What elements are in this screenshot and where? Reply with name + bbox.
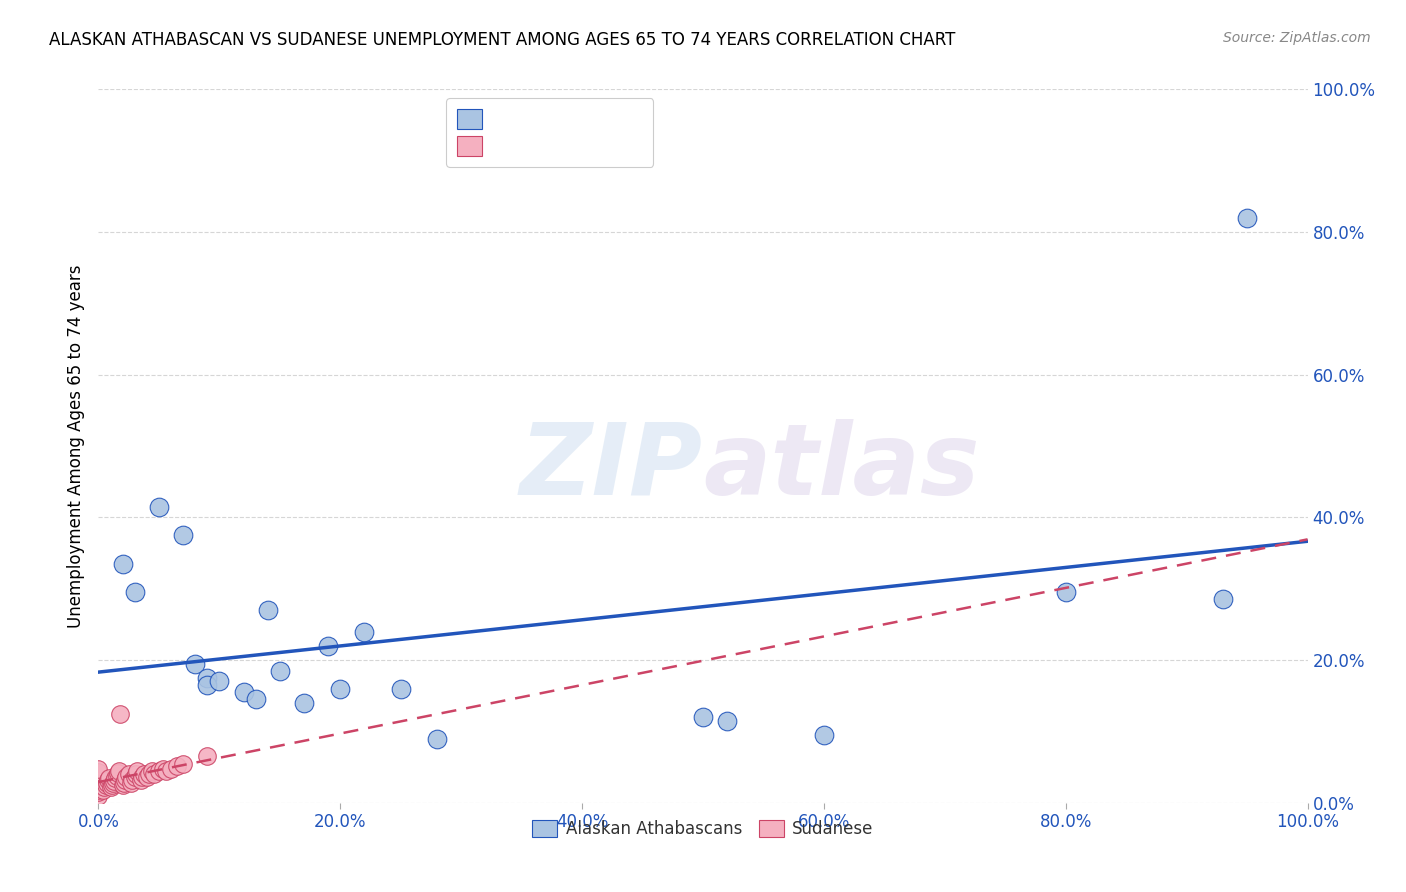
Point bbox=[716, 714, 738, 728]
Text: N =: N = bbox=[579, 125, 637, 143]
Point bbox=[114, 772, 136, 787]
Point bbox=[87, 783, 110, 797]
Text: Source: ZipAtlas.com: Source: ZipAtlas.com bbox=[1223, 31, 1371, 45]
Point bbox=[426, 731, 449, 746]
Point bbox=[292, 696, 315, 710]
Point bbox=[141, 764, 163, 778]
Point bbox=[108, 706, 131, 721]
Point bbox=[1236, 211, 1258, 225]
Point bbox=[98, 771, 121, 785]
Point bbox=[87, 771, 110, 785]
Text: 24: 24 bbox=[621, 125, 647, 143]
Text: 51: 51 bbox=[624, 153, 650, 171]
Point bbox=[103, 774, 125, 789]
Point bbox=[692, 710, 714, 724]
Text: N =: N = bbox=[579, 153, 637, 171]
Point bbox=[195, 749, 218, 764]
Point bbox=[245, 692, 267, 706]
Point bbox=[256, 603, 278, 617]
Point bbox=[269, 664, 291, 678]
Text: 0.635: 0.635 bbox=[530, 125, 586, 143]
Point bbox=[104, 771, 127, 785]
Point bbox=[87, 780, 110, 794]
Text: ALASKAN ATHABASCAN VS SUDANESE UNEMPLOYMENT AMONG AGES 65 TO 74 YEARS CORRELATIO: ALASKAN ATHABASCAN VS SUDANESE UNEMPLOYM… bbox=[49, 31, 956, 49]
Point bbox=[93, 780, 115, 794]
Text: R =: R = bbox=[495, 153, 534, 171]
Point bbox=[208, 674, 231, 689]
Point bbox=[138, 767, 160, 781]
Point bbox=[124, 770, 146, 784]
Point bbox=[111, 778, 134, 792]
Point bbox=[100, 778, 122, 792]
Point bbox=[135, 770, 157, 784]
Y-axis label: Unemployment Among Ages 65 to 74 years: Unemployment Among Ages 65 to 74 years bbox=[66, 264, 84, 628]
Point bbox=[87, 789, 110, 803]
Point bbox=[107, 765, 129, 780]
Point bbox=[172, 528, 194, 542]
Point bbox=[148, 764, 170, 778]
Point bbox=[124, 585, 146, 599]
Point bbox=[120, 776, 142, 790]
Point bbox=[97, 772, 120, 787]
Point bbox=[87, 762, 110, 776]
Point bbox=[195, 671, 218, 685]
Point bbox=[152, 762, 174, 776]
Point bbox=[316, 639, 339, 653]
Point bbox=[87, 776, 110, 790]
Point bbox=[353, 624, 375, 639]
Point bbox=[134, 767, 156, 781]
Point bbox=[1054, 585, 1077, 599]
Point bbox=[87, 767, 110, 781]
Point bbox=[127, 764, 149, 778]
Text: atlas: atlas bbox=[703, 419, 980, 516]
Point bbox=[118, 767, 141, 781]
Point bbox=[172, 756, 194, 771]
Point bbox=[87, 785, 110, 799]
Point bbox=[184, 657, 207, 671]
Point bbox=[155, 764, 177, 778]
Point bbox=[111, 557, 134, 571]
Point bbox=[87, 765, 110, 780]
Point bbox=[87, 778, 110, 792]
Point bbox=[121, 772, 143, 787]
Text: ZIP: ZIP bbox=[520, 419, 703, 516]
Point bbox=[166, 758, 188, 772]
Point bbox=[105, 769, 128, 783]
Point bbox=[91, 783, 114, 797]
Point bbox=[148, 500, 170, 514]
Point bbox=[112, 776, 135, 790]
Point bbox=[1212, 592, 1234, 607]
Text: R =: R = bbox=[495, 125, 534, 143]
Point bbox=[125, 767, 148, 781]
Text: 0.239: 0.239 bbox=[530, 153, 586, 171]
Point bbox=[96, 776, 118, 790]
Legend: Alaskan Athabascans, Sudanese: Alaskan Athabascans, Sudanese bbox=[526, 813, 880, 845]
Point bbox=[100, 780, 122, 794]
Point bbox=[160, 762, 183, 776]
Point bbox=[143, 767, 166, 781]
Point bbox=[131, 770, 153, 784]
Point bbox=[94, 778, 117, 792]
Point bbox=[108, 764, 131, 778]
Point bbox=[813, 728, 835, 742]
Point bbox=[87, 769, 110, 783]
Point bbox=[87, 772, 110, 787]
Point bbox=[232, 685, 254, 699]
Point bbox=[115, 770, 138, 784]
Point bbox=[101, 776, 124, 790]
Point bbox=[389, 681, 412, 696]
Point bbox=[329, 681, 352, 696]
Point bbox=[195, 678, 218, 692]
Point bbox=[129, 772, 152, 787]
